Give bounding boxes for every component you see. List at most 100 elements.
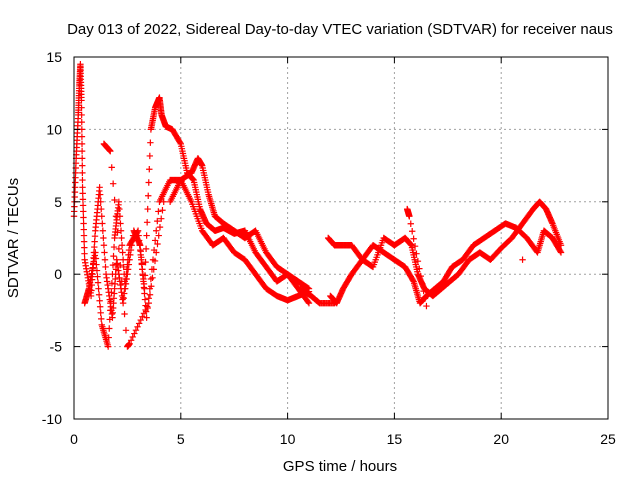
data-point bbox=[78, 97, 85, 104]
data-point bbox=[127, 337, 135, 344]
y-tick-label: -10 bbox=[42, 411, 62, 427]
data-point bbox=[125, 261, 133, 268]
data-point bbox=[417, 272, 424, 280]
data-point bbox=[98, 205, 105, 213]
data-point bbox=[143, 219, 151, 226]
data-point bbox=[151, 237, 159, 244]
plot-frame bbox=[73, 56, 609, 420]
data-point bbox=[410, 235, 417, 242]
data-point bbox=[122, 285, 129, 292]
data-point bbox=[132, 326, 140, 334]
data-point bbox=[107, 147, 114, 155]
data-point bbox=[91, 243, 98, 251]
data-point bbox=[91, 238, 98, 245]
data-point bbox=[519, 256, 526, 263]
y-tick-label: 5 bbox=[54, 194, 62, 210]
data-point bbox=[120, 263, 127, 271]
data-point bbox=[105, 334, 112, 341]
data-point bbox=[78, 140, 86, 148]
data-series-5 bbox=[327, 220, 565, 307]
data-point bbox=[155, 232, 162, 239]
data-point bbox=[149, 274, 156, 282]
data-point bbox=[96, 184, 103, 191]
y-tick-label: 10 bbox=[46, 121, 62, 137]
data-point bbox=[143, 232, 150, 239]
data-point bbox=[176, 139, 184, 146]
x-tick-label: 0 bbox=[70, 431, 78, 447]
data-point bbox=[409, 277, 417, 284]
data-point bbox=[118, 278, 125, 285]
data-point bbox=[305, 285, 313, 292]
data-point bbox=[139, 272, 147, 279]
data-point bbox=[78, 133, 86, 140]
data-point bbox=[411, 243, 419, 250]
data-point bbox=[80, 214, 87, 221]
data-point bbox=[407, 220, 414, 227]
data-point bbox=[134, 323, 141, 331]
data-point bbox=[160, 198, 167, 205]
data-point bbox=[150, 266, 157, 273]
data-point bbox=[80, 208, 87, 215]
data-point bbox=[115, 198, 123, 205]
x-tick-label: 10 bbox=[280, 431, 296, 447]
data-point bbox=[96, 191, 104, 198]
data-point bbox=[557, 249, 565, 256]
data-point bbox=[145, 179, 152, 186]
data-point bbox=[106, 325, 113, 332]
data-point bbox=[117, 227, 125, 234]
data-point bbox=[153, 249, 160, 256]
data-point bbox=[92, 255, 100, 262]
data-point bbox=[79, 196, 87, 203]
data-point bbox=[124, 266, 132, 273]
data-point bbox=[557, 248, 564, 255]
data-point bbox=[141, 290, 148, 297]
data-point bbox=[142, 306, 149, 314]
data-point bbox=[108, 280, 116, 287]
data-point bbox=[110, 252, 117, 260]
data-point bbox=[123, 275, 130, 283]
data-point bbox=[78, 155, 86, 162]
data-point bbox=[414, 257, 422, 265]
data-point bbox=[108, 289, 115, 296]
data-point bbox=[139, 313, 146, 320]
data-point bbox=[100, 234, 107, 242]
data-point bbox=[107, 307, 114, 314]
grid-lines bbox=[74, 57, 608, 419]
data-point bbox=[153, 227, 160, 234]
data-point bbox=[111, 196, 118, 204]
x-tick-label: 15 bbox=[387, 431, 403, 447]
data-point bbox=[106, 316, 113, 323]
data-point bbox=[138, 254, 145, 261]
data-point bbox=[109, 261, 117, 269]
data-series-3 bbox=[166, 155, 313, 292]
data-point bbox=[78, 147, 86, 155]
data-point bbox=[94, 279, 102, 286]
data-point bbox=[147, 139, 154, 146]
data-point bbox=[137, 242, 144, 249]
data-point bbox=[115, 245, 123, 253]
data-point bbox=[129, 237, 136, 244]
data-point bbox=[78, 104, 85, 111]
data-point bbox=[98, 315, 105, 323]
data-point bbox=[81, 250, 88, 257]
data-point bbox=[79, 169, 86, 177]
data-point bbox=[143, 303, 151, 310]
data-point bbox=[93, 261, 100, 268]
y-axis-label: SDTVAR / TECUs bbox=[5, 178, 22, 298]
data-point bbox=[331, 299, 338, 307]
data-point bbox=[79, 202, 87, 209]
data-point bbox=[304, 298, 312, 306]
data-point bbox=[155, 208, 162, 215]
data-point bbox=[127, 246, 135, 254]
data-point bbox=[109, 271, 116, 278]
data-point bbox=[114, 229, 121, 236]
data-point bbox=[118, 234, 125, 242]
data-point bbox=[107, 298, 115, 305]
data-point bbox=[104, 343, 112, 350]
data-point bbox=[101, 256, 109, 263]
data-point bbox=[80, 220, 87, 227]
data-point bbox=[80, 226, 87, 233]
data-point bbox=[151, 257, 159, 265]
data-point bbox=[80, 232, 88, 239]
